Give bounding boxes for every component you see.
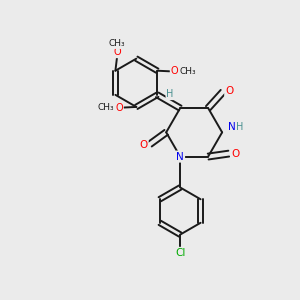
Text: O: O [140,140,148,150]
Text: O: O [225,86,233,96]
Text: CH₃: CH₃ [97,103,114,112]
Text: H: H [167,89,174,99]
Text: O: O [113,47,121,57]
Text: O: O [171,66,178,76]
Text: N: N [228,122,236,132]
Text: O: O [115,103,123,112]
Text: Cl: Cl [175,248,185,258]
Text: CH₃: CH₃ [180,67,196,76]
Text: CH₃: CH₃ [109,39,125,48]
Text: N: N [176,152,184,162]
Text: H: H [236,122,244,132]
Text: O: O [231,148,239,159]
